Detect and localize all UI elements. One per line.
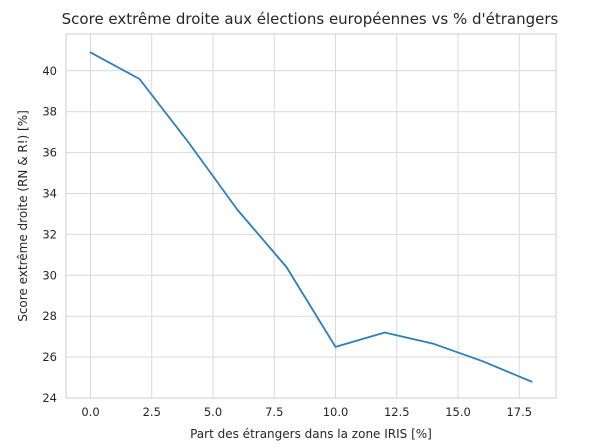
- y-tick-label: 30: [42, 268, 57, 282]
- x-tick-labels: 0.0 2.5 5.0 7.5 10.0 12.5 15.0 17.5: [81, 405, 532, 419]
- x-tick-label: 12.5: [384, 405, 410, 419]
- series-line-score: [89, 51, 533, 383]
- y-tick-label: 38: [42, 105, 57, 119]
- y-tick-labels: 24 26 28 30 32 34 36 38 40: [42, 64, 57, 405]
- x-tick-label: 2.5: [143, 405, 161, 419]
- x-tick-label: 17.5: [506, 405, 532, 419]
- x-tick-label: 10.0: [323, 405, 349, 419]
- y-tick-label: 28: [42, 309, 57, 323]
- y-axis-label: Score extrême droite (RN & R!) [%]: [16, 110, 30, 322]
- y-tick-label: 32: [42, 227, 57, 241]
- x-tick-label: 0.0: [81, 405, 99, 419]
- chart-title: Score extrême droite aux élections europ…: [62, 10, 559, 28]
- x-axis-label: Part des étrangers dans la zone IRIS [%]: [190, 427, 432, 441]
- plot-area: [65, 33, 557, 399]
- x-tick-label: 5.0: [204, 405, 222, 419]
- y-tick-label: 34: [42, 187, 57, 201]
- x-tick-label: 7.5: [265, 405, 283, 419]
- y-tick-label: 24: [42, 391, 57, 405]
- x-tick-label: 15.0: [445, 405, 471, 419]
- y-tick-label: 36: [42, 146, 57, 160]
- grid-lines: [66, 34, 556, 399]
- y-tick-label: 26: [42, 350, 57, 364]
- series-layer: [89, 51, 533, 383]
- y-tick-label: 40: [42, 64, 57, 78]
